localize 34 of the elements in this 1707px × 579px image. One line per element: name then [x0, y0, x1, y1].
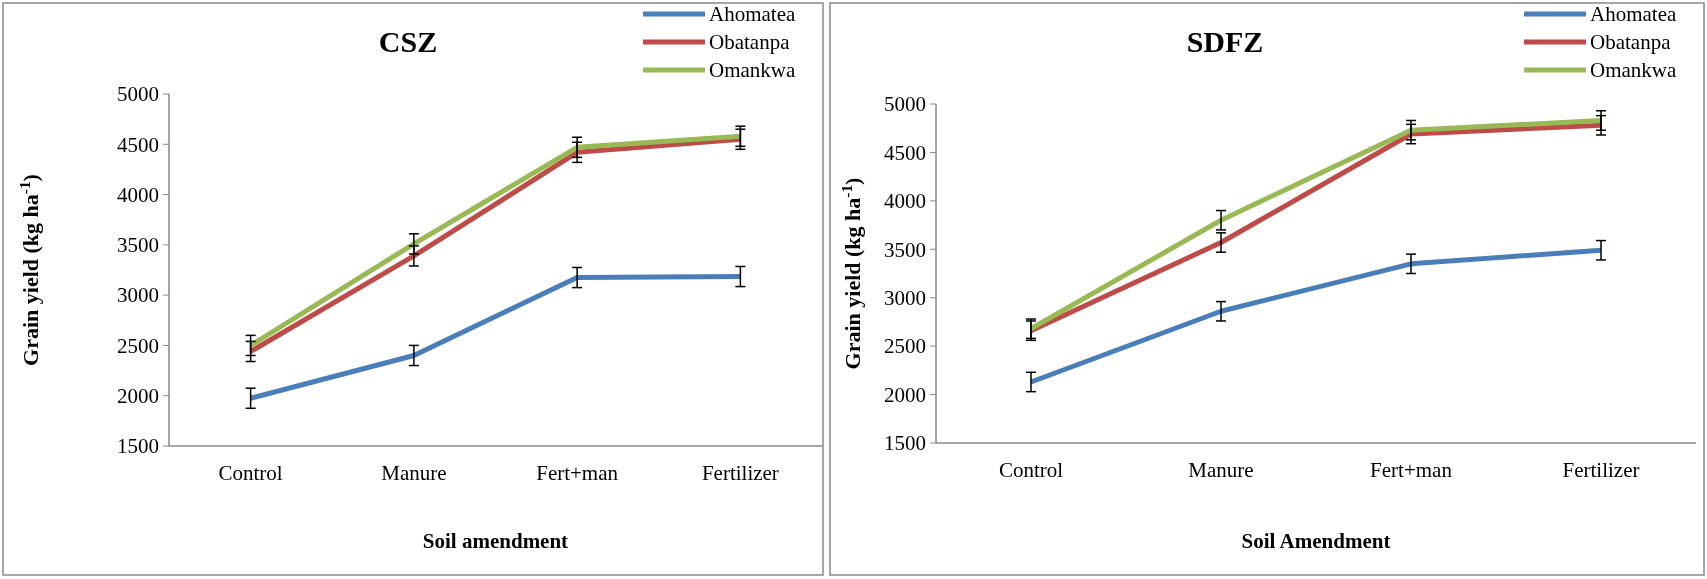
- y-tick-label: 5000: [117, 82, 159, 107]
- legend-label: Obatanpa: [1590, 30, 1672, 55]
- x-tick-label: Control: [218, 461, 283, 485]
- y-tick-label: 2000: [884, 382, 926, 407]
- y-tick-label: 3500: [884, 237, 926, 262]
- y-tick-label: 2500: [117, 333, 159, 358]
- y-tick-label: 4000: [884, 189, 926, 214]
- y-tick-label: 1500: [117, 434, 159, 459]
- y-tick-label: 1500: [884, 431, 926, 456]
- x-tick-label: Manure: [1188, 458, 1254, 482]
- y-tick-label: 3000: [117, 283, 159, 308]
- x-tick-label: Manure: [381, 461, 447, 485]
- x-tick-label: Control: [998, 458, 1064, 482]
- x-tick-label: Fertilizer: [701, 461, 779, 485]
- y-tick-label: 4500: [117, 132, 159, 157]
- x-tick-label: Fertilizer: [1562, 458, 1640, 482]
- legend-label: Obatanpa: [709, 30, 791, 55]
- y-tick-label: 2500: [884, 334, 926, 359]
- legend-label: Ahomatea: [1590, 2, 1677, 27]
- legend-label: Omankwa: [709, 58, 796, 83]
- y-tick-label: 4000: [117, 182, 159, 207]
- x-tick-label: Fert+man: [536, 461, 619, 485]
- y-tick-label: 5000: [884, 92, 926, 117]
- x-tick-label: Fert+man: [1370, 458, 1453, 482]
- x-axis-title: Soil amendment: [422, 529, 569, 553]
- y-tick-label: 2000: [117, 384, 159, 409]
- y-tick-label: 4500: [884, 140, 926, 165]
- x-axis-title: Soil Amendment: [1241, 529, 1391, 553]
- chart-title: CSZ: [378, 25, 438, 58]
- chart-title: SDFZ: [1186, 25, 1264, 58]
- y-tick-label: 3500: [117, 233, 159, 258]
- legend-label: Ahomatea: [709, 2, 796, 27]
- y-tick-label: 3000: [884, 286, 926, 311]
- legend-label: Omankwa: [1590, 58, 1677, 83]
